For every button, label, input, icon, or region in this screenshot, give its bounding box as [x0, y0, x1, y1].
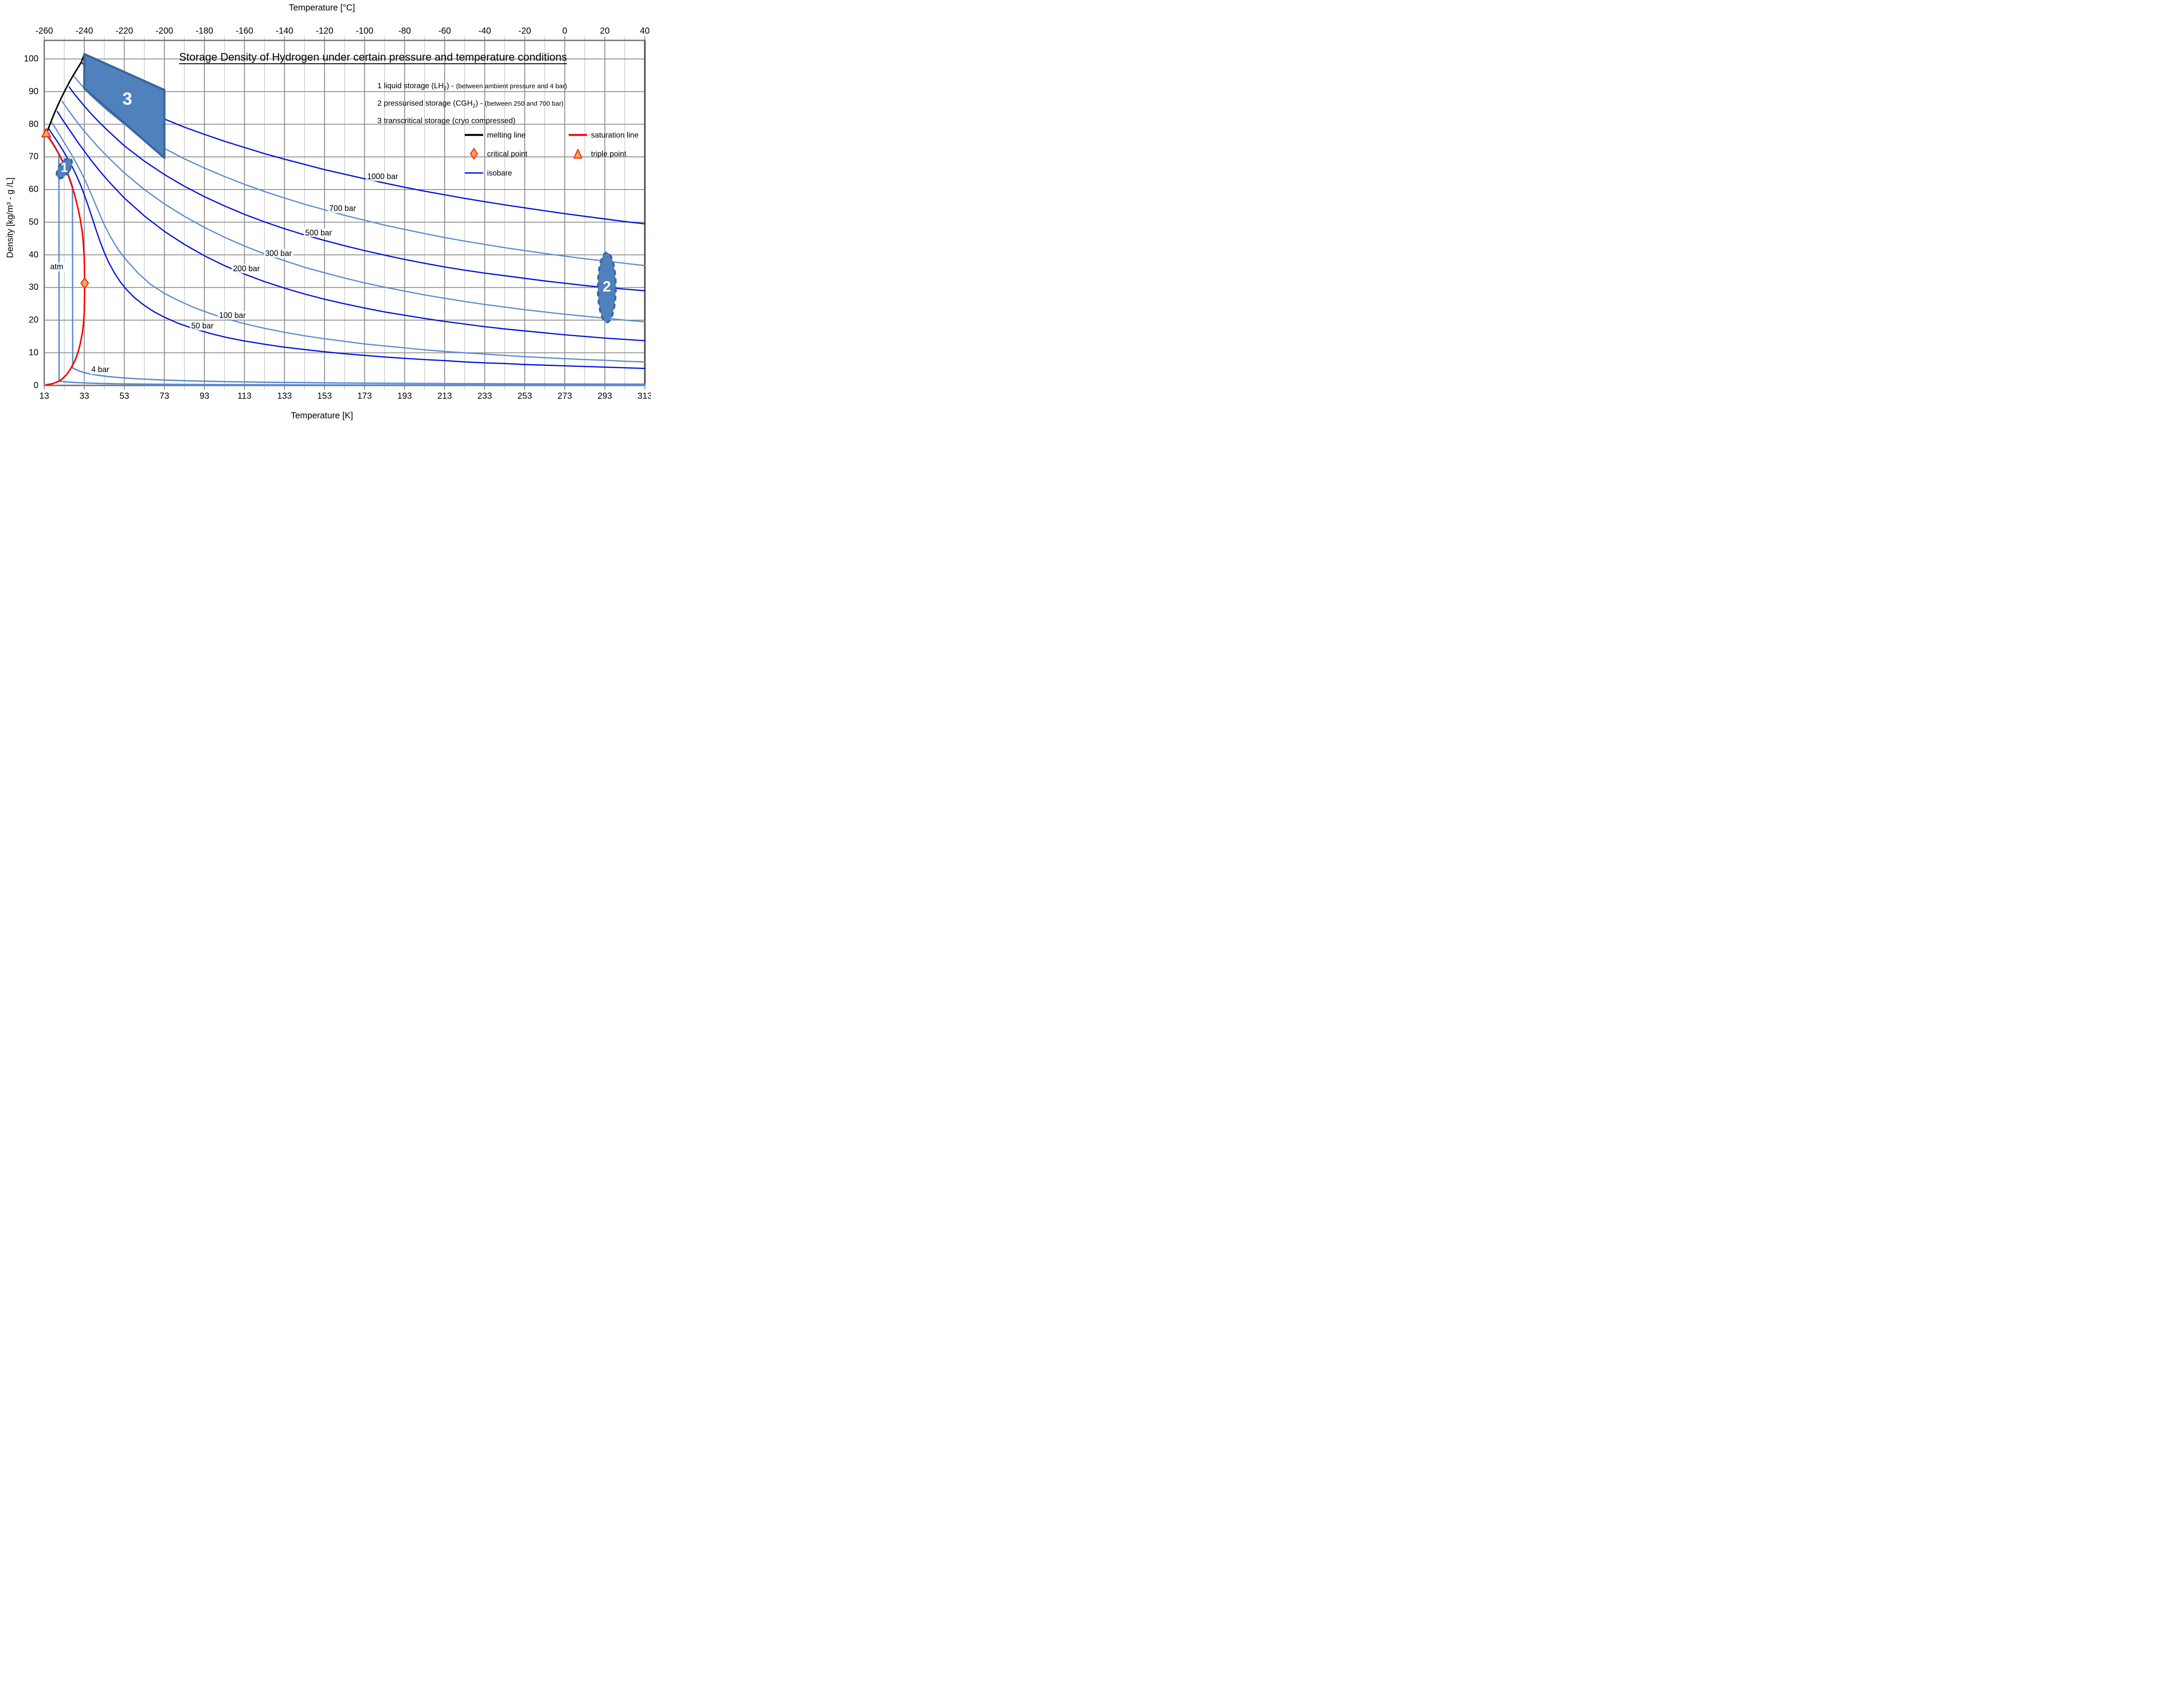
region-2-shape	[597, 252, 617, 324]
critical-point-marker	[80, 277, 89, 289]
hydrogen-storage-density-chart: Storage Density of Hydrogen under certai…	[0, 0, 651, 424]
plot-canvas	[41, 36, 646, 390]
triple-point-marker	[41, 128, 52, 138]
melting-line-line	[45, 53, 85, 135]
isobar-700-bar-line	[73, 76, 646, 266]
isobar-50-bar-line	[48, 128, 646, 369]
isobar-500-bar-line	[69, 86, 646, 292]
isobar-200-bar-line	[56, 110, 646, 342]
region-3-shape	[83, 53, 166, 159]
isobar-300-bar-line	[62, 100, 646, 323]
region-1-shape	[55, 157, 73, 179]
isobar-atm-line	[45, 134, 646, 386]
isobar-1000-bar-line	[80, 62, 646, 224]
isobar-4-bar-line	[45, 133, 646, 385]
